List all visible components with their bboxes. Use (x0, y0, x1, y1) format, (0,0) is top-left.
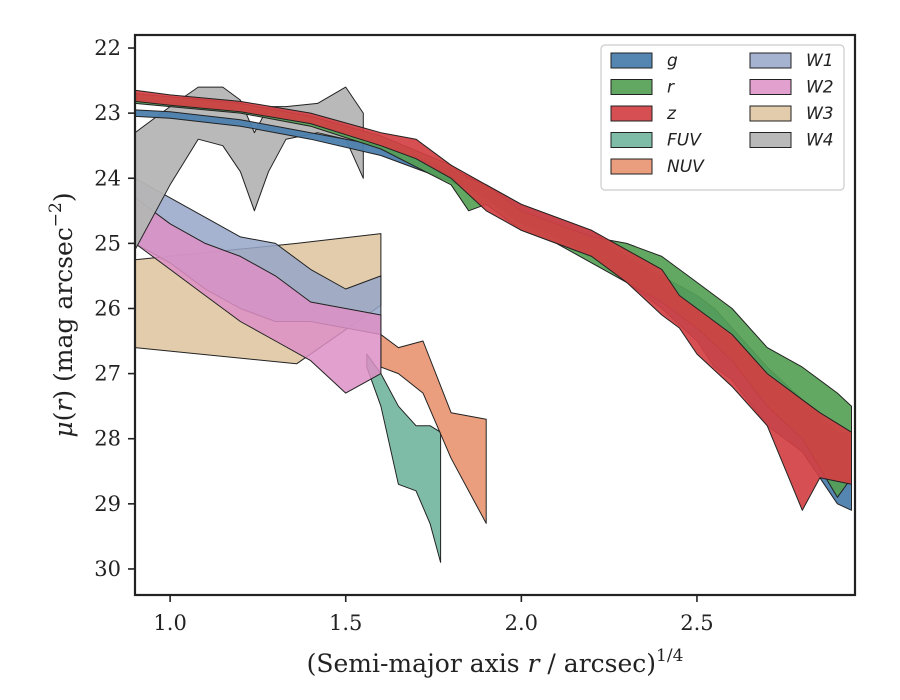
y-tick-label: 23 (94, 101, 121, 125)
legend-label-g: g (667, 51, 678, 71)
legend-swatch-w4 (749, 132, 792, 148)
x-axis: 1.0 1.5 2.0 2.5 (153, 595, 714, 635)
y-tick-label: 29 (94, 492, 121, 516)
legend-swatch-fuv (610, 132, 653, 148)
legend-swatch-g (610, 52, 653, 69)
x-tick-label: 2.0 (505, 611, 538, 635)
y-tick-label: 27 (94, 362, 121, 386)
legend-label-r: r (667, 78, 675, 98)
band-fuv (366, 353, 442, 563)
legend-swatch-r (610, 79, 653, 95)
x-tick-label: 1.5 (329, 611, 362, 635)
data-bands (135, 86, 852, 563)
legend-swatch-nuv (610, 158, 653, 175)
legend-label-z: z (666, 104, 677, 124)
plot-frame (133, 33, 857, 597)
band-w4 (135, 86, 364, 251)
legend-label-w2: W2 (806, 78, 834, 98)
legend-swatch-w1 (749, 52, 792, 69)
y-axis: 22 23 24 25 26 27 28 29 30 (94, 36, 135, 581)
legend-label-fuv: FUV (667, 131, 702, 151)
x-tick-label: 1.0 (153, 611, 186, 635)
band-z (135, 89, 852, 511)
x-tick-label: 2.5 (680, 611, 713, 635)
y-tick-label: 22 (94, 36, 121, 60)
y-tick-label: 28 (94, 427, 121, 451)
y-tick-label: 24 (94, 166, 121, 190)
legend-label-w4: W4 (806, 131, 834, 151)
legend-swatch-w3 (749, 105, 792, 122)
y-tick-label: 25 (94, 231, 121, 255)
legend-swatch-z (610, 105, 653, 122)
y-tick-label: 26 (94, 296, 121, 320)
legend-label-w3: W3 (806, 104, 834, 124)
legend-label-w1: W1 (806, 51, 834, 71)
legend-label-nuv: NUV (667, 157, 705, 177)
legend-swatch-w2 (749, 79, 792, 95)
y-axis-label: μ(r) (mag arcsec−2) (46, 192, 78, 437)
band-nuv (380, 334, 487, 524)
x-axis-label: (Semi-major axis r / arcsec)1/4 (307, 646, 684, 678)
y-tick-label: 30 (94, 557, 121, 581)
band-w2 (135, 197, 382, 394)
legend: grz FUV NUV W1 W2 W3 W4 (600, 44, 845, 191)
